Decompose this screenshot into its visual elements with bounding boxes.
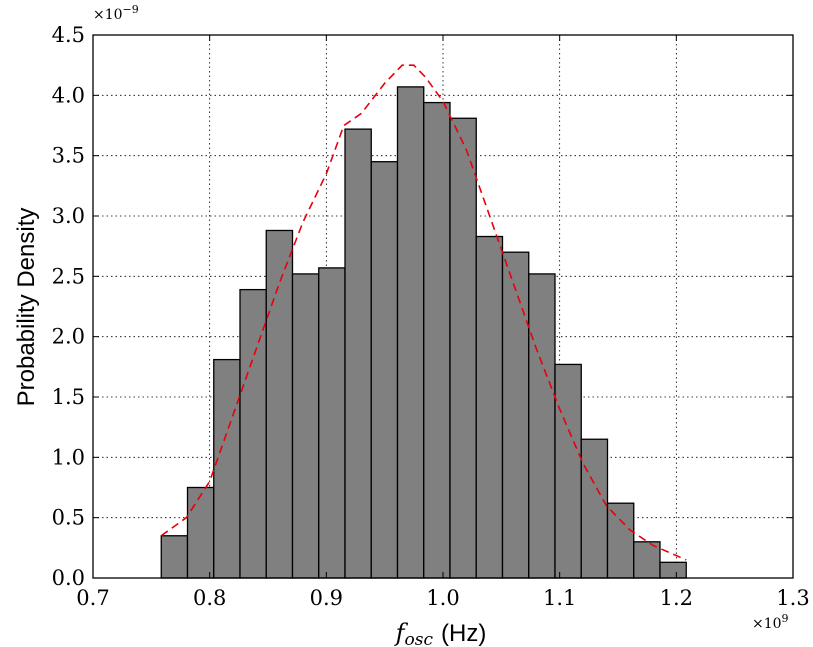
density-curve: [160, 64, 687, 561]
y-tick-labels: 0.0 0.5 1.0 1.5 2.0 2.5 3.0 3.5 4.0 4.5: [52, 23, 85, 590]
histogram-bar: [580, 438, 609, 579]
x-tick-label: 1.1: [543, 586, 576, 610]
y-tick-label: 4.0: [52, 83, 85, 107]
histogram-bar: [239, 288, 267, 579]
y-tick-label: 0.0: [52, 566, 85, 590]
y-tick-label: 3.5: [52, 144, 85, 168]
histogram-bar: [554, 363, 582, 579]
y-tick-label: 2.5: [52, 264, 85, 288]
histogram-bar: [344, 128, 372, 579]
histogram-bar: [633, 541, 661, 579]
histogram-bar: [396, 86, 425, 579]
histogram-bar: [265, 229, 294, 579]
y-tick-label: 3.0: [52, 204, 85, 228]
x-tick-label: 1.2: [660, 586, 693, 610]
y-multiplier: ×10−9: [93, 3, 139, 23]
density-curve-line: [160, 64, 687, 561]
y-tick-label: 0.5: [52, 506, 85, 530]
y-tick-label: 4.5: [52, 23, 85, 47]
histogram-bar: [318, 267, 346, 579]
x-tick-label: 0.8: [193, 586, 226, 610]
histogram-bar: [423, 101, 451, 579]
histogram-bar: [291, 273, 320, 579]
y-tick-label: 2.0: [52, 325, 85, 349]
y-tick-label: 1.5: [52, 385, 85, 409]
x-axis-label: fosc (Hz): [394, 619, 487, 647]
y-axis-label: Probability Density: [13, 208, 40, 407]
histogram-bar: [475, 235, 504, 579]
histogram-bar: [160, 535, 189, 579]
histogram-bar: [606, 502, 635, 579]
axis-ticks: [92, 34, 794, 579]
histogram-bar: [213, 358, 241, 579]
x-tick-label: 1.3: [776, 586, 809, 610]
histogram-bars: [160, 86, 687, 579]
x-multiplier: ×109: [752, 612, 789, 632]
x-tick-label: 0.7: [76, 586, 109, 610]
histogram-bar: [501, 251, 530, 579]
x-tick-label: 1.0: [426, 586, 459, 610]
histogram-bar: [186, 486, 215, 579]
y-tick-label: 1.0: [52, 445, 85, 469]
histogram-bar: [370, 161, 399, 579]
histogram-bar: [528, 273, 556, 579]
x-tick-labels: 0.7 0.8 0.9 1.0 1.1 1.2 1.3: [76, 586, 809, 610]
x-tick-label: 0.9: [310, 586, 343, 610]
histogram-bar: [449, 117, 477, 579]
histogram-bar: [659, 561, 687, 579]
